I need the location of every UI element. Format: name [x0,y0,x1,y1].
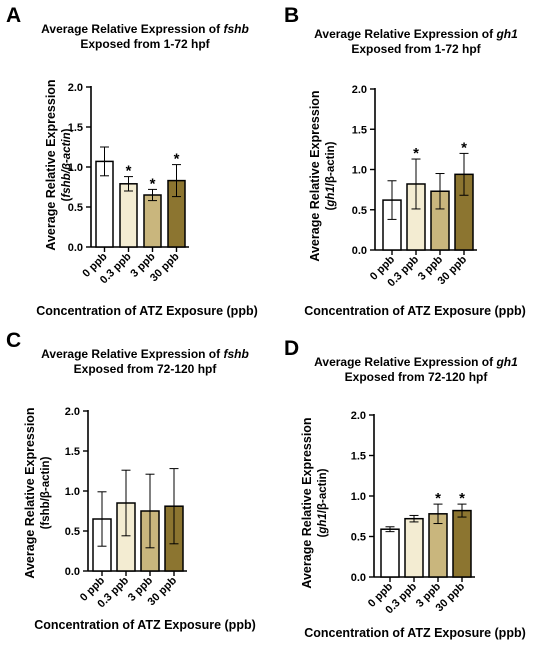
y-tick-label: 2.0 [68,82,83,94]
panel-a: A Average Relative Expression of fshb Ex… [0,0,275,325]
bar [404,517,424,578]
significance-star: * [435,490,441,507]
title-gene: fshb [223,347,249,361]
title-gene: fshb [223,22,249,36]
significance-star: * [459,490,465,507]
title-line2: Exposed from 72-120 hpf [73,362,217,376]
panel-letter: C [6,329,22,352]
y-tick-label: 0.0 [351,572,366,584]
chart-title: Average Relative Expression of fshb Expo… [20,22,270,52]
chart-title: Average Relative Expression of gh1 Expos… [287,355,545,385]
bar [143,194,162,248]
significance-star: * [413,145,419,162]
y-tick-label: 0.0 [352,245,367,257]
panel-letter: D [284,337,300,360]
significance-star: * [150,175,156,192]
chart-title: Average Relative Expression of fshb Expo… [20,347,270,377]
y-tick-label: 0.5 [352,205,367,217]
y-tick-label: 2.0 [352,84,367,96]
panel-c: C Average Relative Expression of fshb Ex… [0,325,275,650]
chart-title: Average Relative Expression of gh1 Expos… [287,27,545,57]
y-tick-label: 1.0 [352,165,367,177]
panel-letter: B [284,4,300,27]
bar [380,528,400,578]
x-axis-label: Concentration of ATZ Exposure (ppb) [304,304,526,318]
panel-letter: A [6,4,22,27]
y-tick-label: 1.0 [65,486,80,498]
y-tick-label: 0.5 [65,526,80,538]
significance-star: * [174,151,180,168]
title-prefix: Average Relative Expression of [314,355,497,369]
y-tick-label: 1.5 [68,122,83,134]
x-axis-label: Concentration of ATZ Exposure (ppb) [304,626,526,640]
x-axis-label: Concentration of ATZ Exposure (ppb) [34,618,256,632]
y-tick-label: 2.0 [65,406,80,418]
title-prefix: Average Relative Expression of [41,347,224,361]
y-tick-label: 0.0 [65,566,80,578]
title-prefix: Average Relative Expression of [314,27,497,41]
x-axis-label: Concentration of ATZ Exposure (ppb) [36,304,258,318]
y-tick-label: 1.0 [351,491,366,503]
title-gene: gh1 [496,27,518,41]
significance-star: * [461,139,467,156]
panel-d: D Average Relative Expression of gh1 Exp… [275,325,550,650]
y-tick-label: 2.0 [351,410,366,422]
title-prefix: Average Relative Expression of [41,22,224,36]
title-line2: Exposed from 72-120 hpf [344,370,488,384]
panel-b: B Average Relative Expression of gh1 Exp… [275,0,550,325]
y-tick-label: 0.5 [68,202,83,214]
significance-star: * [126,163,132,180]
title-gene: gh1 [496,355,518,369]
y-tick-label: 1.0 [68,162,83,174]
bar [452,509,472,578]
bar-chart: 0.00.51.01.52.00 ppb*0.3 ppb*3 ppb*30 pp… [68,82,189,286]
y-tick-label: 0.5 [351,532,366,544]
y-tick-label: 1.5 [351,451,366,463]
bar [119,183,138,248]
y-tick-label: 1.5 [65,446,80,458]
title-line2: Exposed from 1-72 hpf [351,42,481,56]
y-tick-label: 0.0 [68,242,83,254]
y-tick-label: 1.5 [352,124,367,136]
title-line2: Exposed from 1-72 hpf [80,37,210,51]
